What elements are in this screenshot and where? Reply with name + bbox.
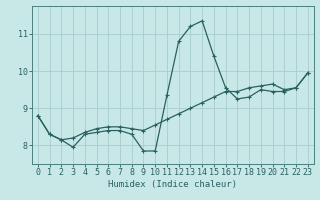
X-axis label: Humidex (Indice chaleur): Humidex (Indice chaleur) <box>108 180 237 189</box>
